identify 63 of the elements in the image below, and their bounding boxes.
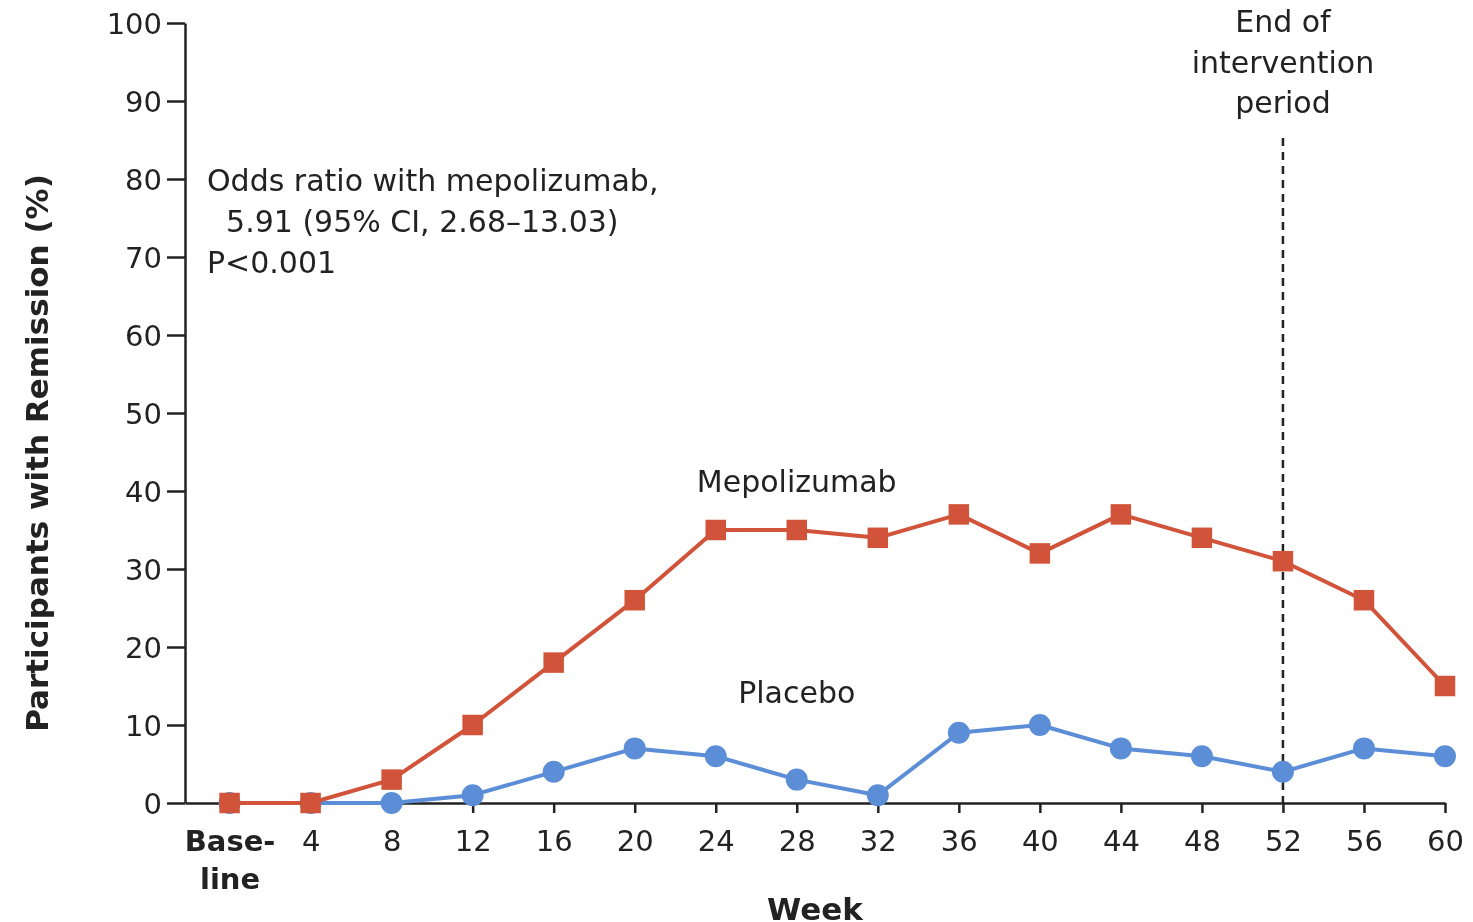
y-tick-label: 50 bbox=[125, 396, 162, 431]
point bbox=[624, 589, 645, 611]
y-tick-label: 60 bbox=[125, 318, 162, 353]
annotation: 5.91 (95% CI, 2.68–13.03) bbox=[207, 204, 619, 239]
x-tick-label: 44 bbox=[1102, 824, 1140, 858]
point bbox=[785, 768, 808, 791]
point bbox=[1352, 737, 1375, 760]
point bbox=[623, 737, 646, 760]
y-tick-label: 100 bbox=[106, 6, 162, 41]
x-tick-label: 40 bbox=[1021, 824, 1059, 858]
series-label: Mepolizumab bbox=[696, 464, 897, 500]
x-tick-label: 56 bbox=[1346, 824, 1383, 858]
point bbox=[1029, 543, 1051, 564]
point bbox=[462, 714, 483, 736]
point bbox=[1271, 760, 1294, 783]
x-tick-label: 24 bbox=[697, 824, 735, 858]
point bbox=[542, 760, 565, 783]
point bbox=[1272, 550, 1294, 572]
y-tick-label: 20 bbox=[125, 630, 162, 665]
y-tick-label: 90 bbox=[125, 84, 162, 119]
annotation: P<0.001 bbox=[207, 245, 337, 280]
y-tick-label: 40 bbox=[125, 474, 162, 509]
y-tick-label: 30 bbox=[125, 552, 162, 587]
point bbox=[947, 721, 970, 744]
x-tick-label: 36 bbox=[940, 824, 978, 858]
x-tick-label: 32 bbox=[859, 824, 897, 858]
point bbox=[866, 784, 889, 807]
point bbox=[948, 504, 970, 525]
point bbox=[1191, 527, 1213, 549]
point bbox=[1434, 675, 1456, 697]
y-axis-title: Participants with Remission (%) bbox=[19, 174, 55, 732]
point bbox=[1028, 714, 1051, 736]
x-tick-label: 20 bbox=[616, 824, 654, 858]
x-axis-title: Week bbox=[767, 891, 865, 922]
series-label: Placebo bbox=[738, 675, 856, 710]
x-tick-label: 16 bbox=[535, 824, 573, 858]
ref-line-label: End of intervention period bbox=[1191, 4, 1375, 120]
y-tick-label: 80 bbox=[125, 162, 162, 197]
x-tick-label: 12 bbox=[454, 824, 492, 858]
point bbox=[1190, 745, 1213, 768]
y-tick-label: 0 bbox=[143, 786, 162, 821]
y-tick-label: 70 bbox=[125, 240, 162, 275]
point bbox=[380, 792, 403, 814]
point bbox=[704, 745, 727, 768]
x-tick-label: 60 bbox=[1427, 824, 1464, 858]
x-tick-label: 52 bbox=[1264, 824, 1302, 858]
point bbox=[1109, 737, 1132, 760]
point bbox=[543, 652, 564, 673]
point bbox=[461, 784, 484, 807]
point bbox=[786, 519, 808, 541]
point bbox=[1434, 745, 1456, 768]
x-tick-label: 48 bbox=[1183, 824, 1221, 858]
annotation: Odds ratio with mepolizumab, bbox=[207, 163, 659, 198]
y-tick-label: 10 bbox=[125, 708, 162, 743]
point bbox=[1353, 589, 1375, 611]
x-tick-label: Base- line bbox=[184, 824, 276, 896]
point bbox=[381, 769, 402, 790]
x-tick-label: 8 bbox=[382, 824, 402, 858]
point bbox=[705, 519, 726, 541]
x-tick-label: 4 bbox=[301, 824, 321, 858]
point bbox=[1110, 504, 1132, 525]
x-tick-label: 28 bbox=[778, 824, 816, 858]
point bbox=[867, 527, 889, 549]
